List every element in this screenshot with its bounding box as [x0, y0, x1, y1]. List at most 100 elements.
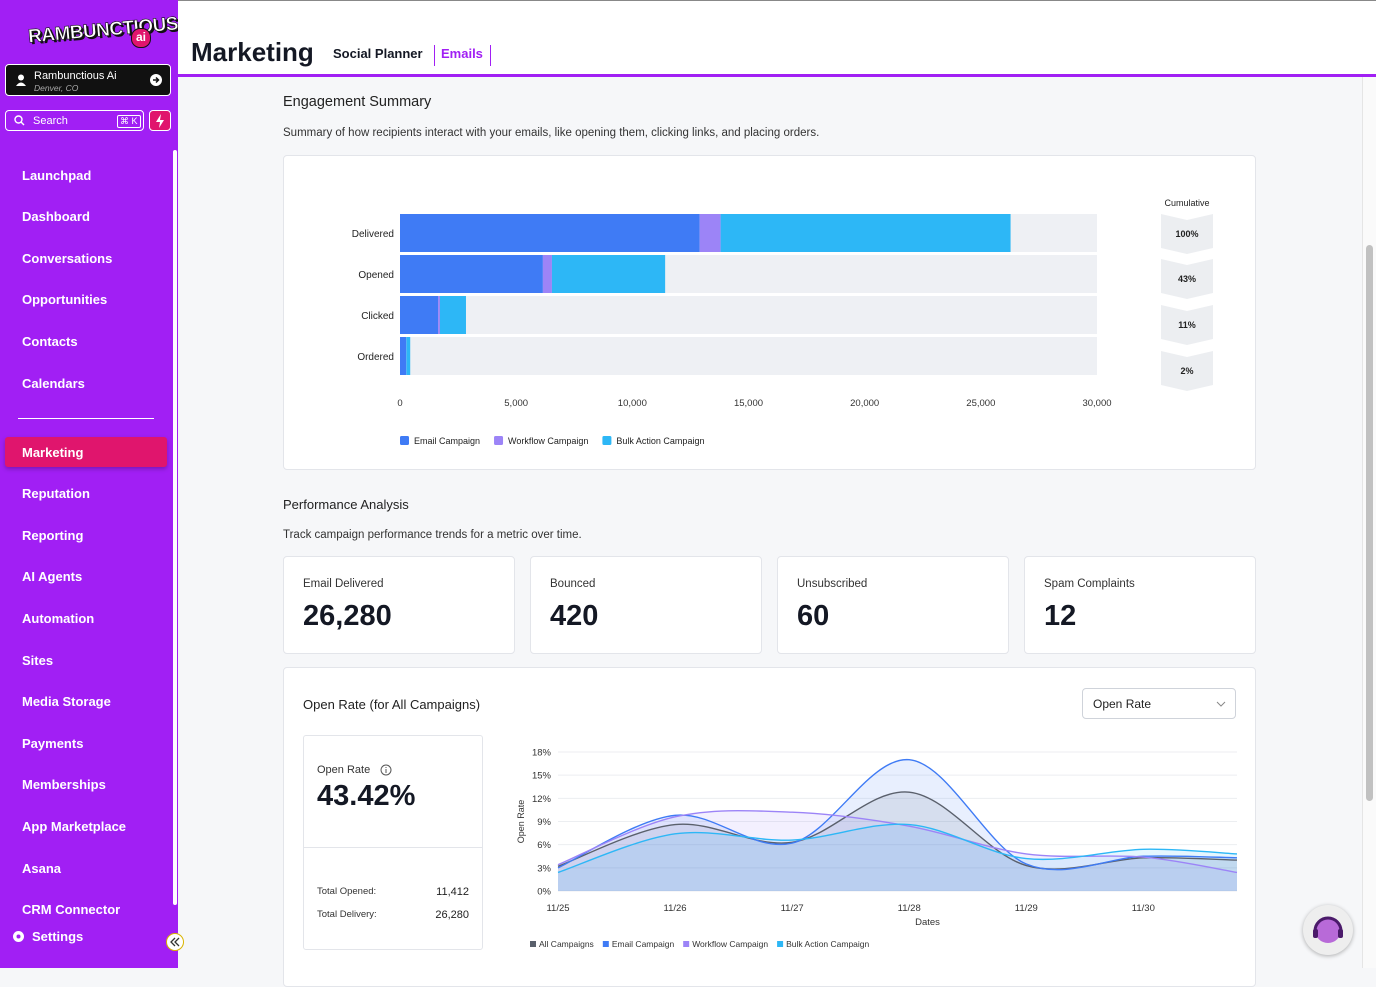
x-tick-label: 15,000 — [734, 398, 763, 409]
section-title: Engagement Summary — [283, 94, 431, 110]
nav-label: Payments — [22, 736, 83, 751]
collapse-icon — [167, 934, 183, 950]
legend-label: All Campaigns — [539, 939, 594, 949]
nav-item[interactable]: AI Agents — [5, 562, 167, 592]
stat-value: 26,280 — [303, 600, 392, 633]
nav-item[interactable]: Payments — [5, 728, 167, 758]
legend-swatch — [400, 436, 409, 445]
nav-label: Automation — [22, 611, 94, 626]
nav-item[interactable]: App Marketplace — [5, 811, 167, 841]
nav-label: Sites — [22, 653, 53, 668]
y-tick-label: 3% — [537, 863, 551, 874]
stat-card: Spam Complaints 12 — [1024, 556, 1256, 654]
gear-icon — [11, 929, 26, 944]
nav-label: Media Storage — [22, 694, 111, 709]
nav-item[interactable]: Marketing — [5, 437, 167, 467]
category-label: Delivered — [352, 229, 394, 240]
stat-label: Bounced — [550, 578, 595, 590]
y-axis-label: Open Rate — [516, 800, 526, 844]
bar-segment — [400, 337, 406, 375]
stat-value: 12 — [1044, 600, 1076, 633]
legend-swatch — [683, 941, 689, 947]
header-underline — [178, 74, 1376, 77]
stat-label: Spam Complaints — [1044, 578, 1135, 590]
nav-item[interactable]: Launchpad — [5, 160, 167, 190]
legend-label: Workflow Campaign — [692, 939, 768, 949]
quick-action[interactable] — [149, 110, 171, 131]
nav-label: Marketing — [22, 445, 83, 460]
legend-swatch — [777, 941, 783, 947]
cumulative-label: 2% — [1180, 366, 1193, 376]
search-box[interactable]: Search ⌘ K — [5, 110, 144, 131]
x-axis-label: Dates — [915, 917, 940, 928]
nav-item[interactable]: Automation — [5, 603, 167, 633]
nav-label: Memberships — [22, 777, 106, 792]
cumulative-label: 43% — [1178, 274, 1196, 284]
stat-value: 60 — [797, 600, 829, 633]
legend-swatch — [603, 941, 609, 947]
category-label: Opened — [358, 270, 394, 281]
nav-item[interactable]: Calendars — [5, 368, 167, 398]
nav-item[interactable]: Reputation — [5, 479, 167, 509]
nav-item[interactable]: Sites — [5, 645, 167, 675]
settings-link[interactable]: Settings — [5, 921, 167, 951]
legend-label: Email Campaign — [414, 436, 480, 446]
nav-item[interactable]: Memberships — [5, 770, 167, 800]
x-tick-label: 11/25 — [546, 903, 569, 914]
bar-segment — [400, 255, 543, 293]
nav-item[interactable]: Media Storage — [5, 687, 167, 717]
nav-item[interactable]: Asana — [5, 853, 167, 883]
support-button[interactable] — [1303, 905, 1353, 955]
nav-label: Asana — [22, 861, 61, 876]
x-tick-label: 5,000 — [504, 398, 528, 409]
page-title: Marketing — [191, 37, 314, 68]
bar-segment — [406, 337, 410, 375]
nav-item[interactable]: Contacts — [5, 326, 167, 356]
category-label: Clicked — [361, 311, 394, 322]
category-label: Ordered — [357, 352, 394, 363]
nav-item[interactable]: Dashboard — [5, 202, 167, 232]
nav-label: Conversations — [22, 251, 112, 266]
tab[interactable]: Social Planner — [333, 46, 423, 61]
y-tick-label: 15% — [532, 771, 552, 782]
bar-segment — [721, 214, 1011, 252]
legend-label: Email Campaign — [612, 939, 675, 949]
nav-item[interactable]: Reporting — [5, 520, 167, 550]
scroll-thumb[interactable] — [1366, 245, 1373, 801]
brand-badge: ai — [131, 28, 151, 48]
collapse-button[interactable] — [166, 933, 184, 951]
y-tick-label: 12% — [532, 794, 552, 805]
nav-label: Launchpad — [22, 168, 91, 183]
bar-segment — [400, 214, 700, 252]
x-tick-label: 11/27 — [781, 903, 804, 914]
nav-item[interactable]: Opportunities — [5, 285, 167, 315]
search-icon — [14, 115, 25, 126]
x-tick-label: 25,000 — [966, 398, 995, 409]
x-tick-label: 11/28 — [898, 903, 921, 914]
bar-segment — [552, 255, 665, 293]
summary-value: 43.42% — [317, 780, 415, 813]
account-switcher[interactable]: Rambunctious Ai Denver, CO — [5, 64, 171, 96]
metric-select[interactable]: Open Rate — [1082, 688, 1236, 719]
bolt-icon — [150, 111, 170, 130]
open-rate-card: Open Rate (for All Campaigns) Open Rate … — [283, 667, 1256, 987]
nav-item[interactable]: Conversations — [5, 243, 167, 273]
legend-label: Bulk Action Campaign — [616, 436, 704, 446]
nav-label: Reputation — [22, 486, 90, 501]
header: Marketing Social Planner Emails — [178, 0, 1376, 74]
x-tick-label: 11/30 — [1132, 903, 1155, 914]
legend-swatch — [494, 436, 503, 445]
y-tick-label: 18% — [532, 748, 552, 759]
x-tick-label: 11/26 — [664, 903, 687, 914]
y-tick-label: 6% — [537, 840, 551, 851]
bar-segment — [400, 296, 438, 334]
nav-label: Dashboard — [22, 209, 90, 224]
user-icon — [15, 74, 27, 86]
tab[interactable]: Emails — [441, 46, 483, 61]
row-value: 11,412 — [436, 886, 469, 898]
bar-track — [400, 337, 1097, 375]
